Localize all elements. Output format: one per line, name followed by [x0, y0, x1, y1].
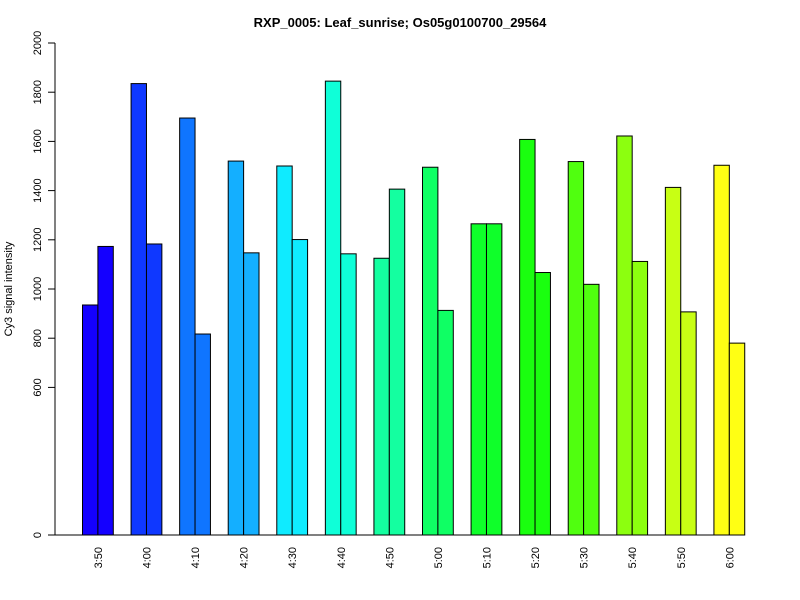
x-axis-labels: 3:50 4:00 4:10 4:20 4:30 4:40 4:50 5:00 5:10 5:20…: [93, 547, 736, 568]
bar: [728, 342, 746, 536]
y-tick-label: 1400: [32, 178, 44, 202]
y-axis-label: Cy3 signal intensity: [3, 241, 15, 336]
bar: [422, 166, 439, 536]
bars-group: [55, 80, 746, 536]
x-tick-label: 5:00: [433, 547, 445, 568]
bar: [373, 257, 390, 536]
bar: [97, 245, 114, 536]
bar: [437, 309, 454, 536]
bar: [324, 80, 342, 536]
bar: [713, 164, 730, 536]
bar: [276, 165, 293, 536]
bar: [179, 117, 196, 536]
x-tick-label: 5:50: [676, 547, 688, 568]
bar: [194, 333, 211, 536]
x-tick-label: 5:20: [530, 547, 542, 568]
bar: [340, 253, 357, 536]
bar: [243, 252, 260, 536]
bar: [616, 135, 633, 536]
x-tick-label: 4:00: [141, 547, 153, 568]
x-tick-label: 4:40: [336, 547, 348, 568]
bar: [388, 188, 406, 536]
x-tick-label: 4:50: [384, 547, 396, 568]
x-tick-label: 3:50: [93, 547, 105, 568]
x-tick-label: 6:00: [724, 547, 736, 568]
chart-title: RXP_0005: Leaf_sunrise; Os05g0100700_295…: [254, 15, 547, 30]
bar: [664, 186, 682, 536]
bar: [680, 311, 697, 536]
bar: [145, 243, 163, 536]
bar: [583, 283, 600, 536]
bar: [227, 160, 245, 536]
bar: [519, 138, 536, 536]
bar: [534, 272, 551, 536]
y-tick-label: 600: [32, 378, 44, 396]
x-tick-label: 4:30: [287, 547, 299, 568]
bar: [567, 161, 585, 536]
bar: [485, 223, 503, 536]
x-tick-label: 4:10: [190, 547, 202, 568]
y-tick-label: 1000: [32, 277, 44, 301]
x-tick-label: 4:20: [239, 547, 251, 568]
x-tick-label: 5:10: [481, 547, 493, 568]
bar: [130, 83, 147, 536]
bar: [631, 260, 649, 536]
bar: [291, 239, 309, 536]
y-tick-label: 800: [32, 329, 44, 347]
y-tick-label: 2000: [32, 31, 44, 55]
bar: [82, 304, 99, 536]
y-tick-label: 1200: [32, 228, 44, 252]
bar: [470, 223, 487, 536]
y-tick-label: 1600: [32, 129, 44, 153]
y-axis: 0 600 800 1000 1200 1400 1600 1800 2000: [32, 31, 56, 538]
x-tick-label: 5:40: [627, 547, 639, 568]
y-tick-label: 0: [32, 532, 44, 538]
y-tick-label: 1800: [32, 80, 44, 104]
x-tick-label: 5:30: [579, 547, 591, 568]
